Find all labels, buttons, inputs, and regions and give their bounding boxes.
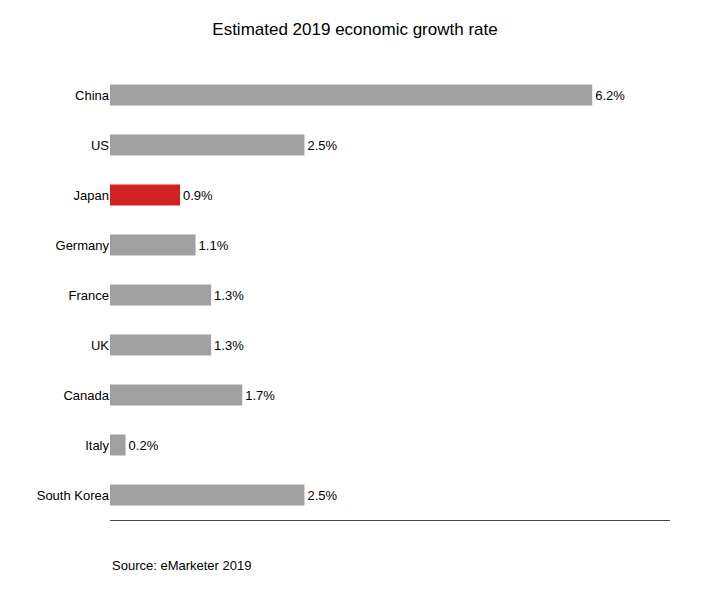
svg-text:Japan: Japan <box>74 188 109 203</box>
svg-text:2.5%: 2.5% <box>307 488 337 503</box>
svg-text:1.7%: 1.7% <box>245 388 275 403</box>
svg-text:0.9%: 0.9% <box>183 188 213 203</box>
svg-text:Germany: Germany <box>56 238 110 253</box>
svg-text:0.2%: 0.2% <box>129 438 159 453</box>
svg-text:2.5%: 2.5% <box>307 138 337 153</box>
svg-text:Source: eMarketer 2019: Source: eMarketer 2019 <box>112 558 251 573</box>
svg-text:1.3%: 1.3% <box>214 288 244 303</box>
svg-text:US: US <box>91 138 109 153</box>
svg-text:China: China <box>75 88 110 103</box>
svg-text:South Korea: South Korea <box>37 488 110 503</box>
svg-text:France: France <box>69 288 109 303</box>
svg-text:1.1%: 1.1% <box>199 238 229 253</box>
svg-text:Estimated 2019 economic growth: Estimated 2019 economic growth rate <box>212 20 497 39</box>
svg-text:6.2%: 6.2% <box>595 88 625 103</box>
svg-text:1.3%: 1.3% <box>214 338 244 353</box>
svg-text:Canada: Canada <box>63 388 109 403</box>
svg-text:UK: UK <box>91 338 109 353</box>
svg-text:Italy: Italy <box>85 438 109 453</box>
